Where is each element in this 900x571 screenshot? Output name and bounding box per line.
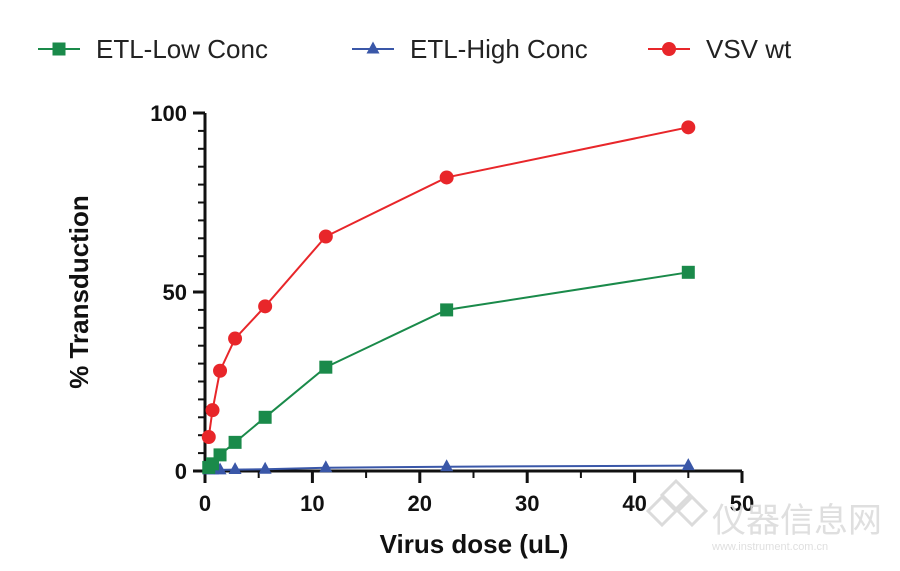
data-point xyxy=(440,459,454,472)
data-point xyxy=(439,170,454,185)
data-point xyxy=(440,303,454,317)
plot-area xyxy=(201,120,696,475)
series-etl-low-conc xyxy=(202,265,695,474)
legend: ETL-Low Conc ETL-High Conc VSV wt xyxy=(38,34,792,64)
series-vsv-wt xyxy=(201,120,696,444)
x-tick-label: 0 xyxy=(199,491,211,516)
legend-marker xyxy=(52,42,66,56)
x-tick-label: 10 xyxy=(300,491,324,516)
data-point xyxy=(681,458,695,471)
data-point xyxy=(213,462,227,475)
legend-item: ETL-Low Conc xyxy=(38,34,268,64)
data-point xyxy=(228,462,242,475)
x-ticks: 0 10 20 30 40 50 xyxy=(199,471,754,516)
watermark-url: www.instrument.com.cn xyxy=(711,541,828,553)
x-axis-title: Virus dose (uL) xyxy=(380,529,569,559)
legend-label: ETL-Low Conc xyxy=(96,34,268,64)
y-axis-title: % Transduction xyxy=(64,195,94,389)
data-point xyxy=(681,265,695,279)
data-point xyxy=(201,429,216,444)
x-tick-label: 20 xyxy=(408,491,432,516)
data-point xyxy=(258,461,272,474)
y-tick-label: 50 xyxy=(163,280,187,305)
data-point xyxy=(228,331,243,346)
data-point xyxy=(258,299,273,314)
data-point xyxy=(213,363,228,378)
legend-label: VSV wt xyxy=(706,34,792,64)
legend-marker xyxy=(662,42,676,56)
data-point xyxy=(681,120,696,135)
data-point xyxy=(319,360,333,374)
watermark-logo-icon xyxy=(645,478,709,528)
series-line xyxy=(208,271,689,469)
axes: 0 50 100 0 10 20 30 40 50 xyxy=(150,101,754,516)
x-tick-label: 40 xyxy=(622,491,646,516)
legend-marker xyxy=(366,41,380,54)
data-point xyxy=(213,448,227,462)
watermark-text: 仪器信息网 xyxy=(712,502,882,540)
watermark: 仪器信息网 www.instrument.com.cn xyxy=(645,478,882,553)
y-tick-label: 0 xyxy=(175,459,187,484)
data-point xyxy=(258,410,272,424)
legend-item: VSV wt xyxy=(648,34,792,64)
data-point xyxy=(205,403,220,418)
data-point xyxy=(228,435,242,449)
data-point xyxy=(319,460,333,473)
data-point xyxy=(318,229,333,244)
y-ticks: 0 50 100 xyxy=(150,101,205,484)
legend-item: ETL-High Conc xyxy=(352,34,588,64)
legend-label: ETL-High Conc xyxy=(410,34,588,64)
y-tick-label: 100 xyxy=(150,101,187,126)
x-tick-label: 30 xyxy=(515,491,539,516)
x-tick-label: 50 xyxy=(730,491,754,516)
